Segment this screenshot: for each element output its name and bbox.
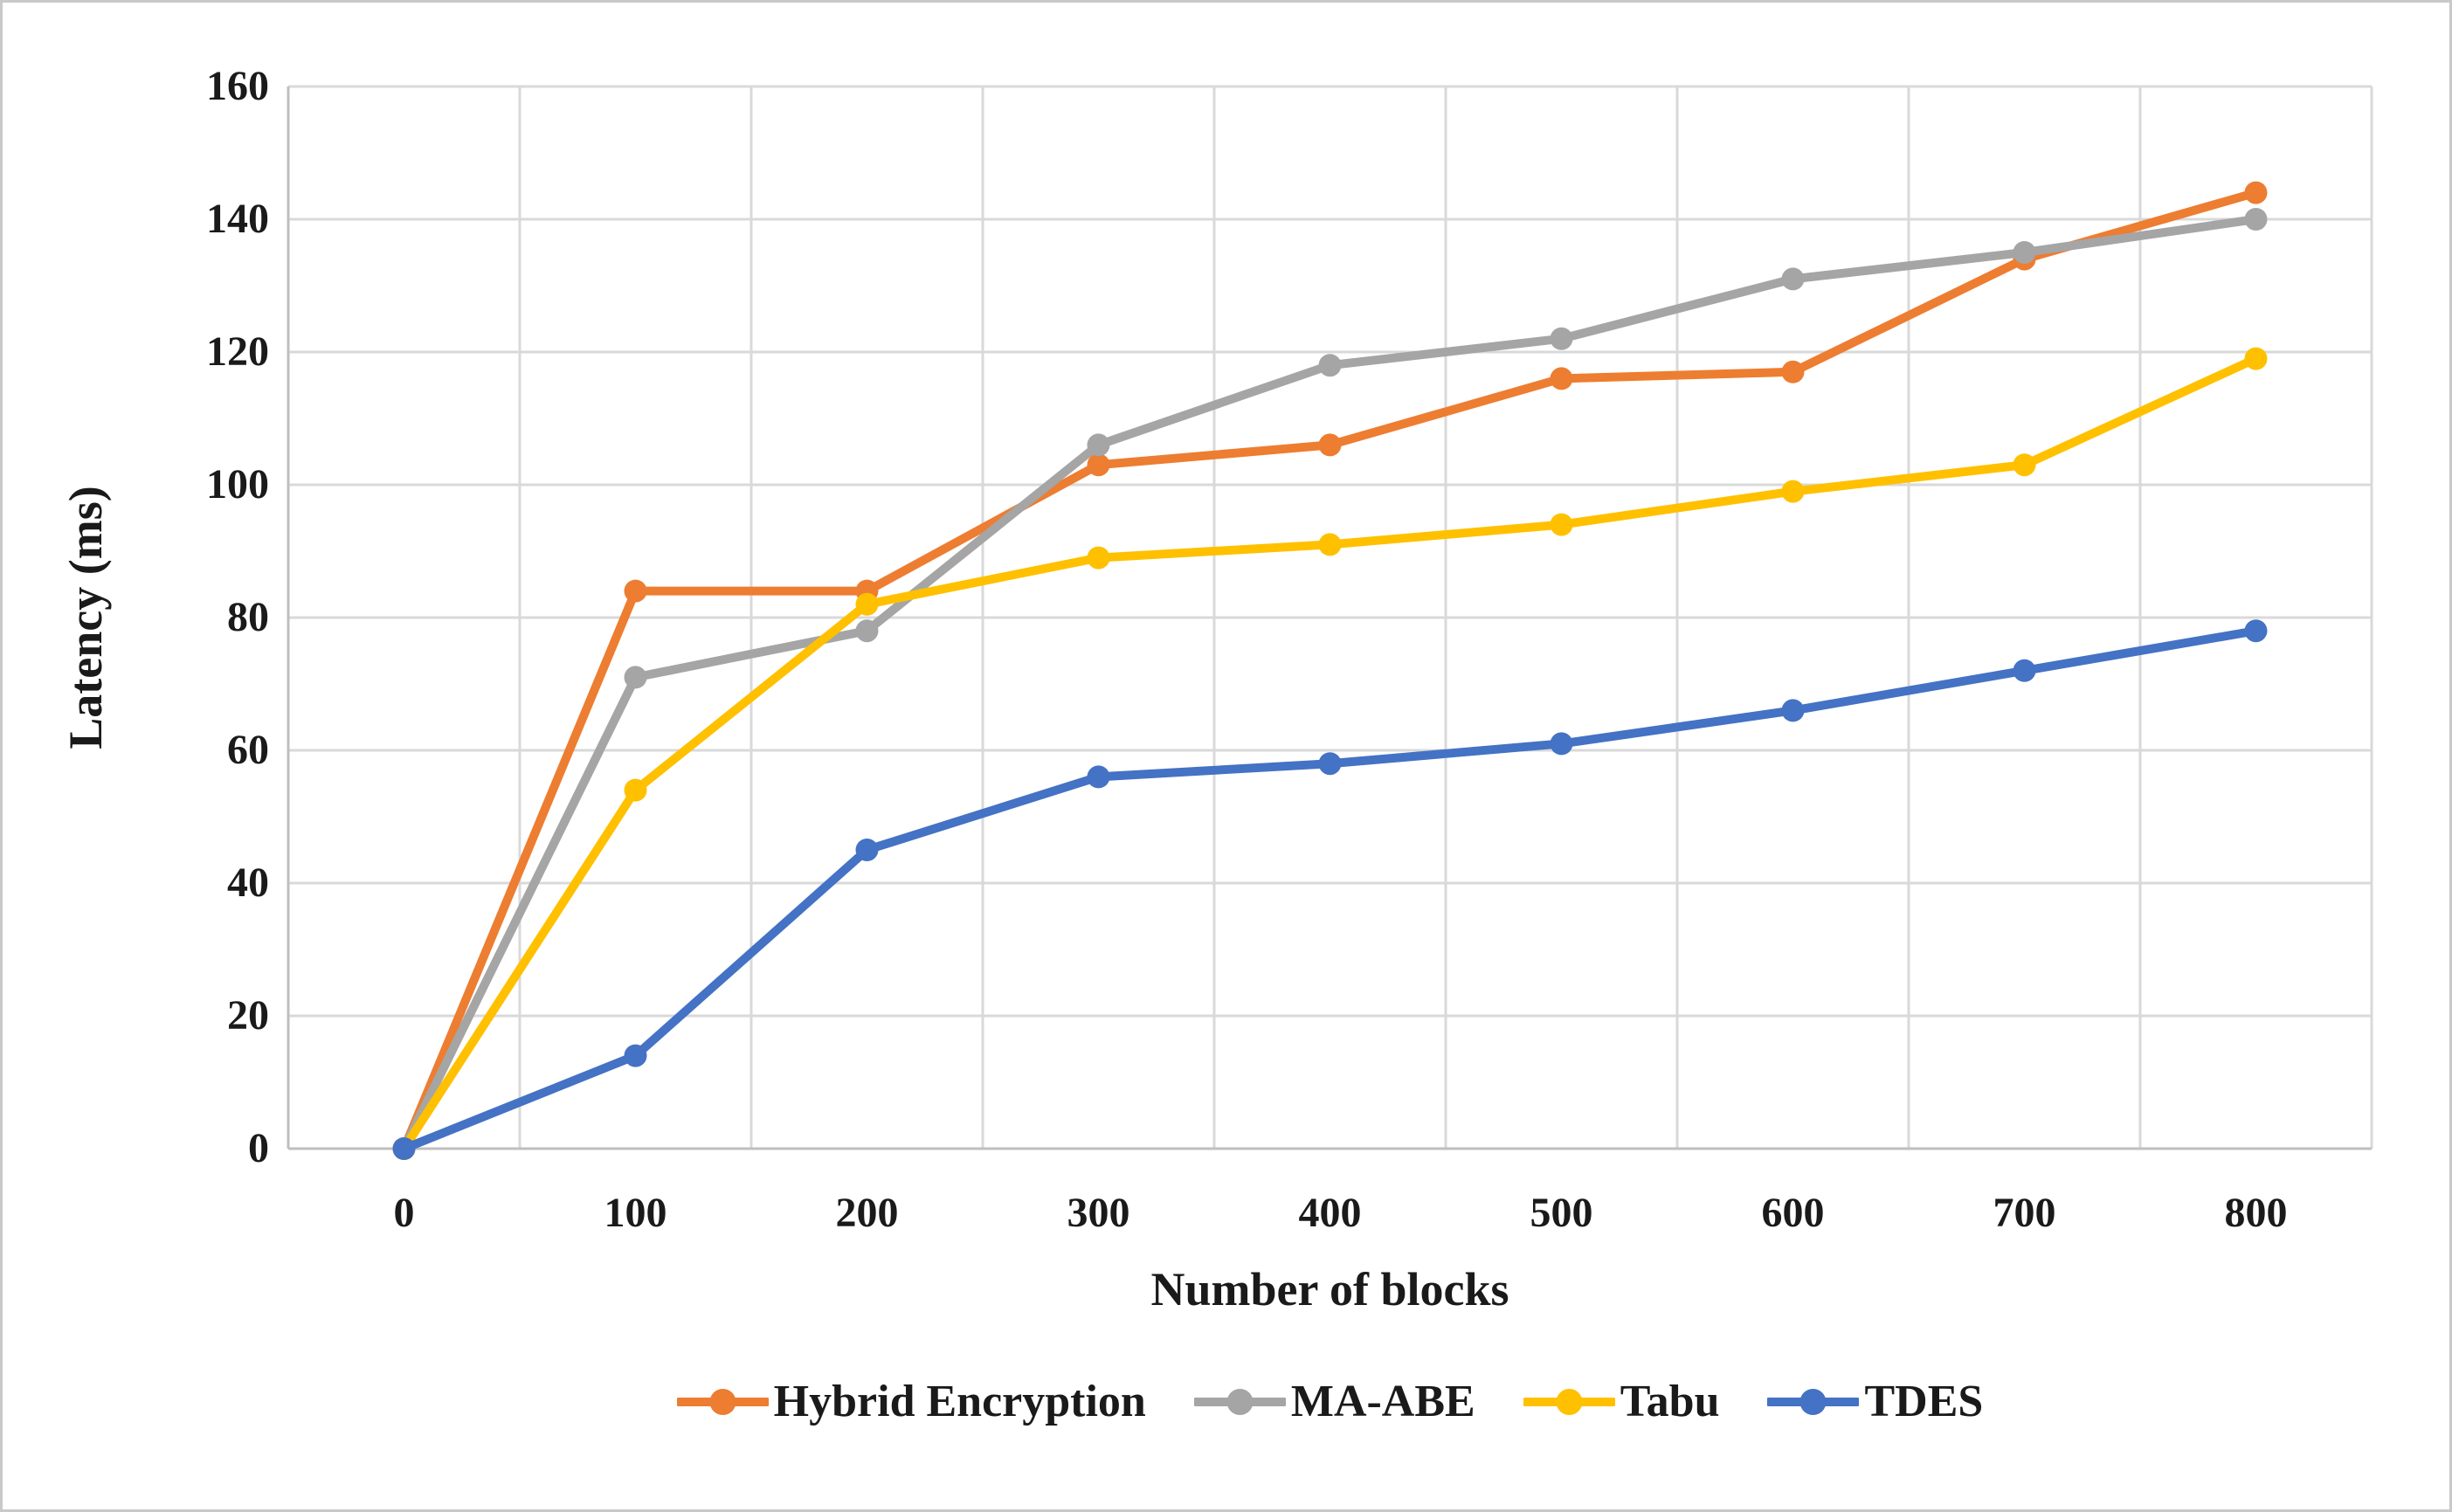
legend-marker-icon xyxy=(676,1389,769,1415)
legend-label: Tabu xyxy=(1620,1377,1720,1426)
series-marker-tdes xyxy=(2013,659,2036,682)
y-tick-label-120: 120 xyxy=(206,328,269,375)
series-marker-tabu xyxy=(855,592,879,616)
x-tick-label-100: 100 xyxy=(604,1190,667,1236)
y-tick-label-100: 100 xyxy=(206,461,269,507)
legend-marker-icon xyxy=(1767,1389,1860,1415)
series-marker-tabu xyxy=(1781,480,1805,503)
legend-item-hybrid-encryption: Hybrid Encryption xyxy=(676,1376,1146,1428)
x-tick-label-800: 800 xyxy=(2224,1190,2288,1236)
x-tick-label-300: 300 xyxy=(1067,1190,1130,1236)
series-marker-ma-abe xyxy=(624,666,647,689)
series-marker-tdes xyxy=(1087,765,1110,789)
legend-label: MA-ABE xyxy=(1290,1377,1475,1426)
x-tick-label-500: 500 xyxy=(1530,1190,1593,1236)
x-tick-label-700: 700 xyxy=(1993,1190,2056,1236)
y-tick-label-140: 140 xyxy=(206,196,269,242)
series-marker-ma-abe xyxy=(855,619,879,643)
x-tick-label-0: 0 xyxy=(393,1190,415,1236)
y-tick-label-20: 20 xyxy=(227,992,269,1039)
y-tick-label-160: 160 xyxy=(206,63,269,109)
series-marker-hybrid-encryption xyxy=(2244,181,2268,204)
series-marker-tdes xyxy=(624,1044,647,1067)
series-marker-hybrid-encryption xyxy=(624,579,647,603)
legend-marker-icon xyxy=(1193,1389,1286,1415)
series-marker-tdes xyxy=(1781,699,1805,722)
series-marker-hybrid-encryption xyxy=(1318,433,1342,457)
legend-item-ma-abe: MA-ABE xyxy=(1193,1376,1475,1428)
y-axis-title: Latency (ms) xyxy=(59,486,112,749)
series-marker-tabu xyxy=(2244,347,2268,370)
series-marker-tdes xyxy=(1318,752,1342,776)
legend-item-tdes: TDES xyxy=(1767,1376,1983,1428)
series-marker-ma-abe xyxy=(1087,433,1110,457)
x-tick-label-400: 400 xyxy=(1298,1190,1362,1236)
series-marker-ma-abe xyxy=(1550,327,1573,350)
series-marker-hybrid-encryption xyxy=(1550,367,1573,390)
series-marker-tabu xyxy=(2013,453,2036,477)
series-marker-ma-abe xyxy=(2244,208,2268,231)
series-marker-tabu xyxy=(1318,533,1342,556)
series-marker-tdes xyxy=(2244,619,2268,643)
legend-item-tabu: Tabu xyxy=(1523,1376,1720,1428)
legend: Hybrid Encryption MA-ABE Tabu TDES xyxy=(288,1376,2372,1428)
series-line-tdes xyxy=(399,626,2261,1153)
series-marker-ma-abe xyxy=(2013,241,2036,264)
plot-area xyxy=(287,85,2373,1160)
series-marker-tabu xyxy=(1550,513,1573,536)
x-axis-title: Number of blocks xyxy=(1150,1263,1509,1315)
y-tick-label-40: 40 xyxy=(227,860,269,906)
x-tick-label-200: 200 xyxy=(835,1190,899,1236)
series-marker-ma-abe xyxy=(1781,267,1805,291)
series-marker-ma-abe xyxy=(1318,354,1342,377)
legend-marker-icon xyxy=(1523,1389,1615,1415)
series-marker-tabu xyxy=(624,778,647,802)
series-marker-tdes xyxy=(1550,732,1573,756)
series-marker-tdes xyxy=(392,1137,416,1160)
series-marker-hybrid-encryption xyxy=(1087,453,1110,477)
x-tick-label-600: 600 xyxy=(1761,1190,1825,1236)
series-marker-tabu xyxy=(1087,546,1110,570)
y-tick-label-0: 0 xyxy=(248,1125,269,1171)
series-marker-tdes xyxy=(855,839,879,861)
legend-label: Hybrid Encryption xyxy=(773,1377,1146,1426)
y-tick-label-60: 60 xyxy=(227,727,269,773)
y-tick-label-80: 80 xyxy=(227,594,269,640)
legend-label: TDES xyxy=(1864,1377,1984,1426)
series-marker-hybrid-encryption xyxy=(1781,360,1805,383)
